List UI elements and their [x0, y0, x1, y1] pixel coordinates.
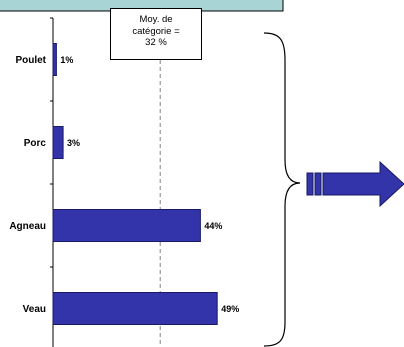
reference-callout: Moy. de catégorie = 32 %: [110, 8, 202, 60]
bar-porc: [52, 126, 64, 159]
value-label-agneau: 44%: [204, 221, 222, 231]
value-label-poulet: 1%: [60, 55, 73, 65]
callout-line-2: catégorie =: [132, 25, 180, 37]
bar-poulet: [52, 43, 57, 76]
category-label-poulet: Poulet: [15, 55, 46, 66]
curly-brace-icon: [263, 32, 301, 347]
callout-line-1: Moy. de: [139, 14, 173, 25]
bar-agneau: [52, 209, 201, 242]
category-label-porc: Porc: [24, 138, 47, 149]
callout-line-3: 32 %: [145, 37, 167, 48]
category-label-agneau: Agneau: [9, 221, 46, 232]
axis-ticks: [50, 17, 53, 268]
bars: Poulet 1% Porc 3% Agneau 44% Veau 49%: [9, 43, 239, 325]
value-label-veau: 49%: [221, 304, 239, 314]
category-label-veau: Veau: [23, 304, 46, 315]
bar-veau: [52, 292, 218, 325]
value-label-porc: 3%: [67, 138, 80, 148]
right-arrow-icon: [306, 160, 404, 208]
